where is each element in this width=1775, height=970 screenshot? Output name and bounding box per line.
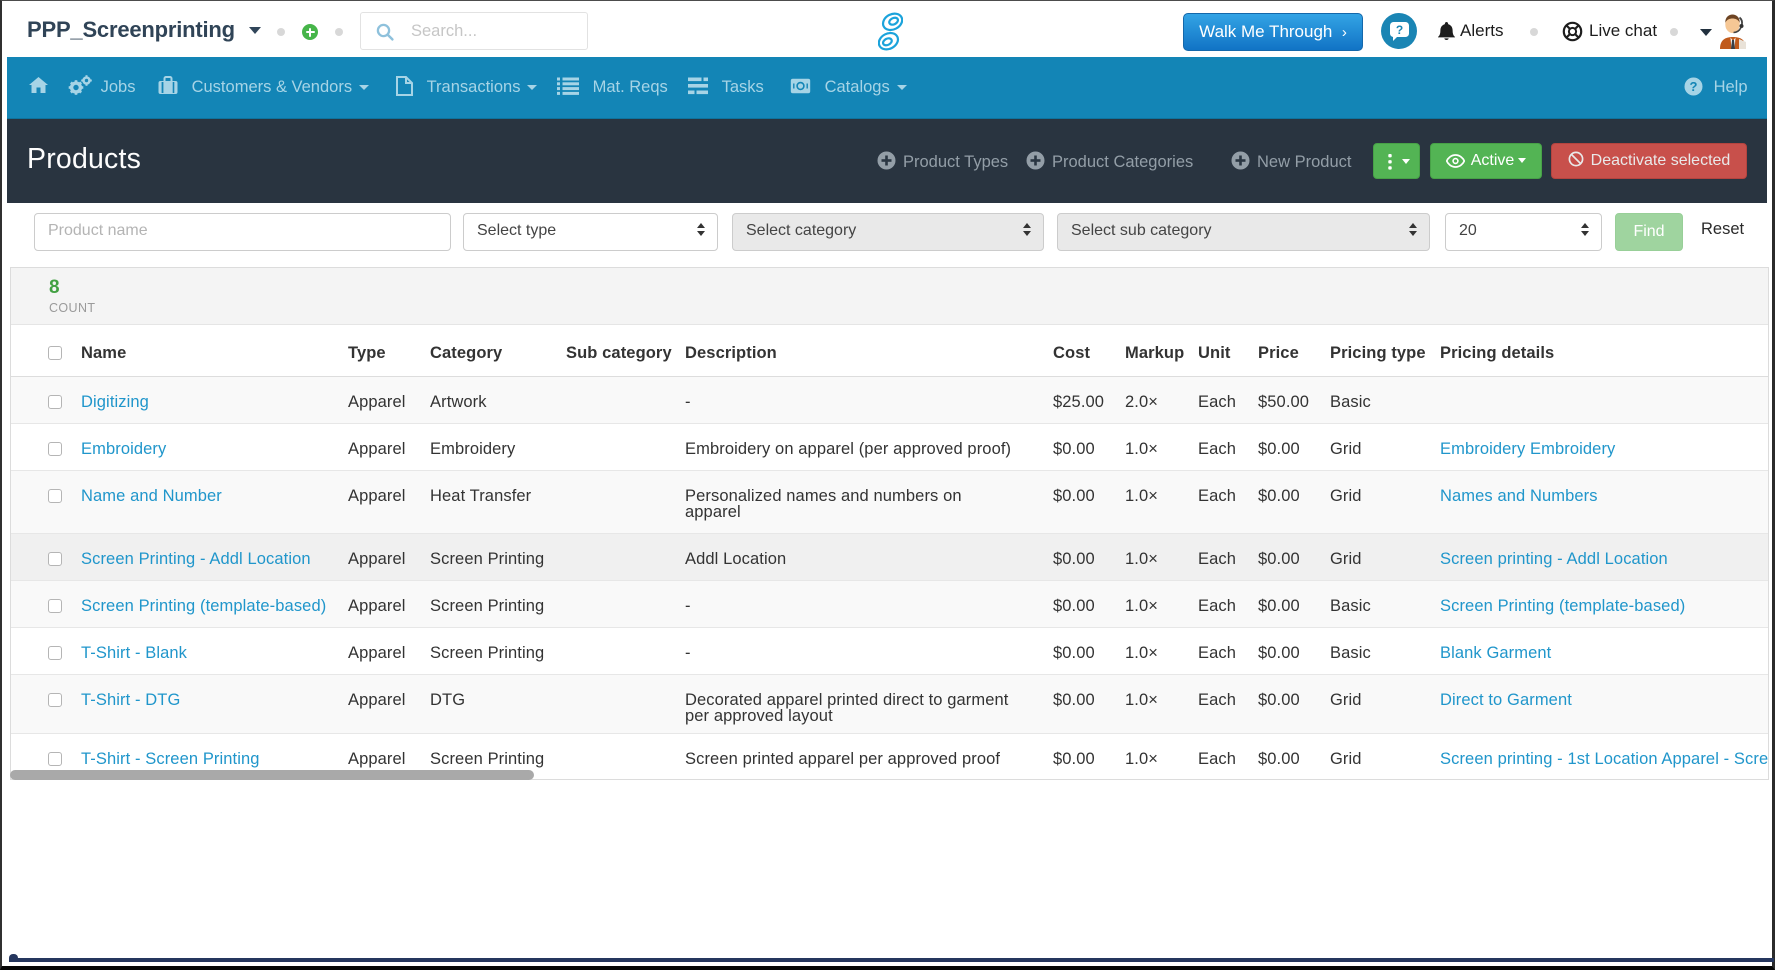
svg-text:?: ?	[1396, 23, 1403, 37]
svg-text:?: ?	[1690, 79, 1698, 94]
